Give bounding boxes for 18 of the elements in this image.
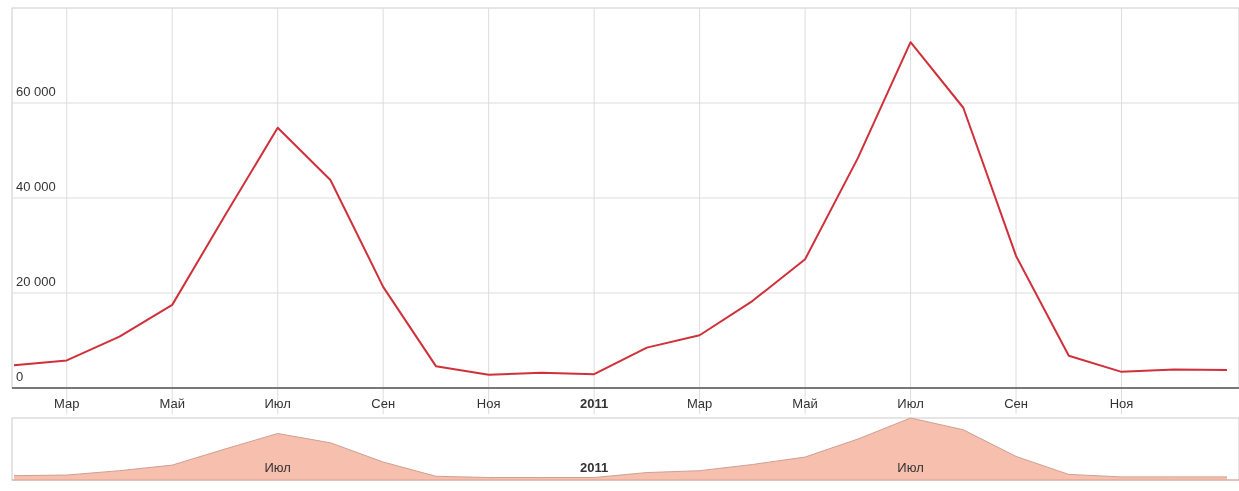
y-tick-label: 40 000	[16, 179, 56, 194]
x-tick-label: 2011	[580, 460, 609, 475]
x-tick-label: 2011	[580, 396, 609, 411]
x-tick-label: Июл	[897, 460, 924, 475]
x-tick-label: Мар	[686, 396, 713, 411]
x-tick-label: Май	[159, 396, 185, 411]
x-tick-label: Июл	[264, 396, 291, 411]
x-tick-label: Июл	[897, 396, 924, 411]
x-tick-label: Сен	[371, 396, 396, 411]
y-tick-label: 60 000	[16, 84, 56, 99]
x-tick-label: Сен	[1004, 396, 1028, 411]
x-tick-label: Мар	[54, 396, 80, 411]
y-tick-label: 20 000	[16, 274, 56, 289]
y-tick-label: 0	[16, 369, 24, 384]
x-tick-label: Ноя	[1109, 396, 1134, 411]
x-tick-label: Июл	[264, 460, 291, 475]
x-tick-label: Май	[792, 396, 818, 411]
x-tick-label: Ноя	[476, 396, 501, 411]
